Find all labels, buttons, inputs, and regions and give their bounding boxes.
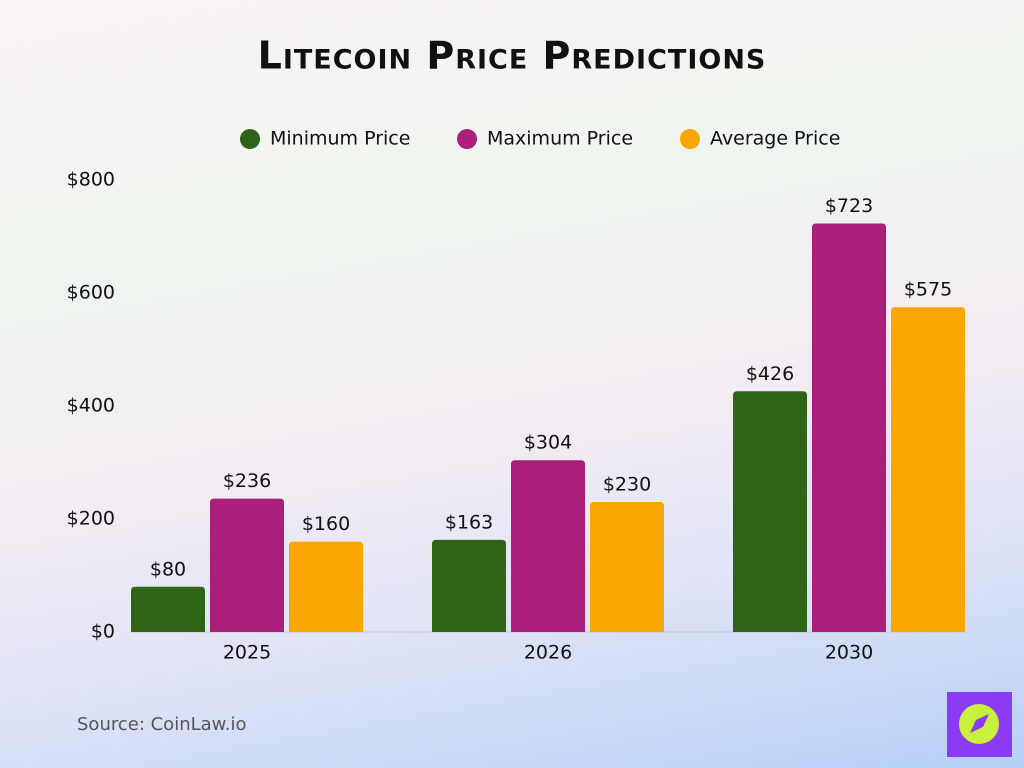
bar	[131, 586, 205, 632]
value-label: $230	[603, 474, 651, 496]
logo	[947, 692, 1012, 757]
legend-swatch	[240, 129, 260, 149]
value-label: $304	[524, 432, 572, 454]
y-tick-label: $400	[67, 395, 115, 417]
legend-label: Maximum Price	[487, 128, 633, 150]
legend-swatch	[457, 129, 477, 149]
bar	[812, 223, 886, 632]
bar	[590, 502, 664, 632]
bar	[891, 307, 965, 632]
bar	[511, 460, 585, 632]
value-label: $160	[302, 513, 350, 535]
bar	[289, 541, 363, 632]
legend-label: Average Price	[710, 128, 840, 150]
value-label: $163	[445, 511, 493, 533]
value-label: $236	[223, 470, 271, 492]
legend-swatch	[680, 129, 700, 149]
x-tick-label: 2025	[223, 642, 271, 664]
chart-title: Litecoin Price Predictions	[258, 34, 767, 78]
value-label: $723	[825, 195, 873, 217]
source: Source: CoinLaw.io	[77, 714, 246, 735]
y-tick-label: $800	[67, 169, 115, 191]
value-label: $575	[904, 279, 952, 301]
bar	[432, 539, 506, 632]
y-tick-label: $0	[91, 621, 115, 643]
y-tick-label: $600	[67, 282, 115, 304]
value-label: $80	[150, 558, 186, 580]
bar	[733, 391, 807, 632]
y-tick-label: $200	[67, 508, 115, 530]
x-tick-label: 2030	[825, 642, 873, 664]
legend-label: Minimum Price	[270, 128, 410, 150]
x-tick-label: 2026	[524, 642, 572, 664]
value-label: $426	[746, 363, 794, 385]
bar	[210, 498, 284, 632]
